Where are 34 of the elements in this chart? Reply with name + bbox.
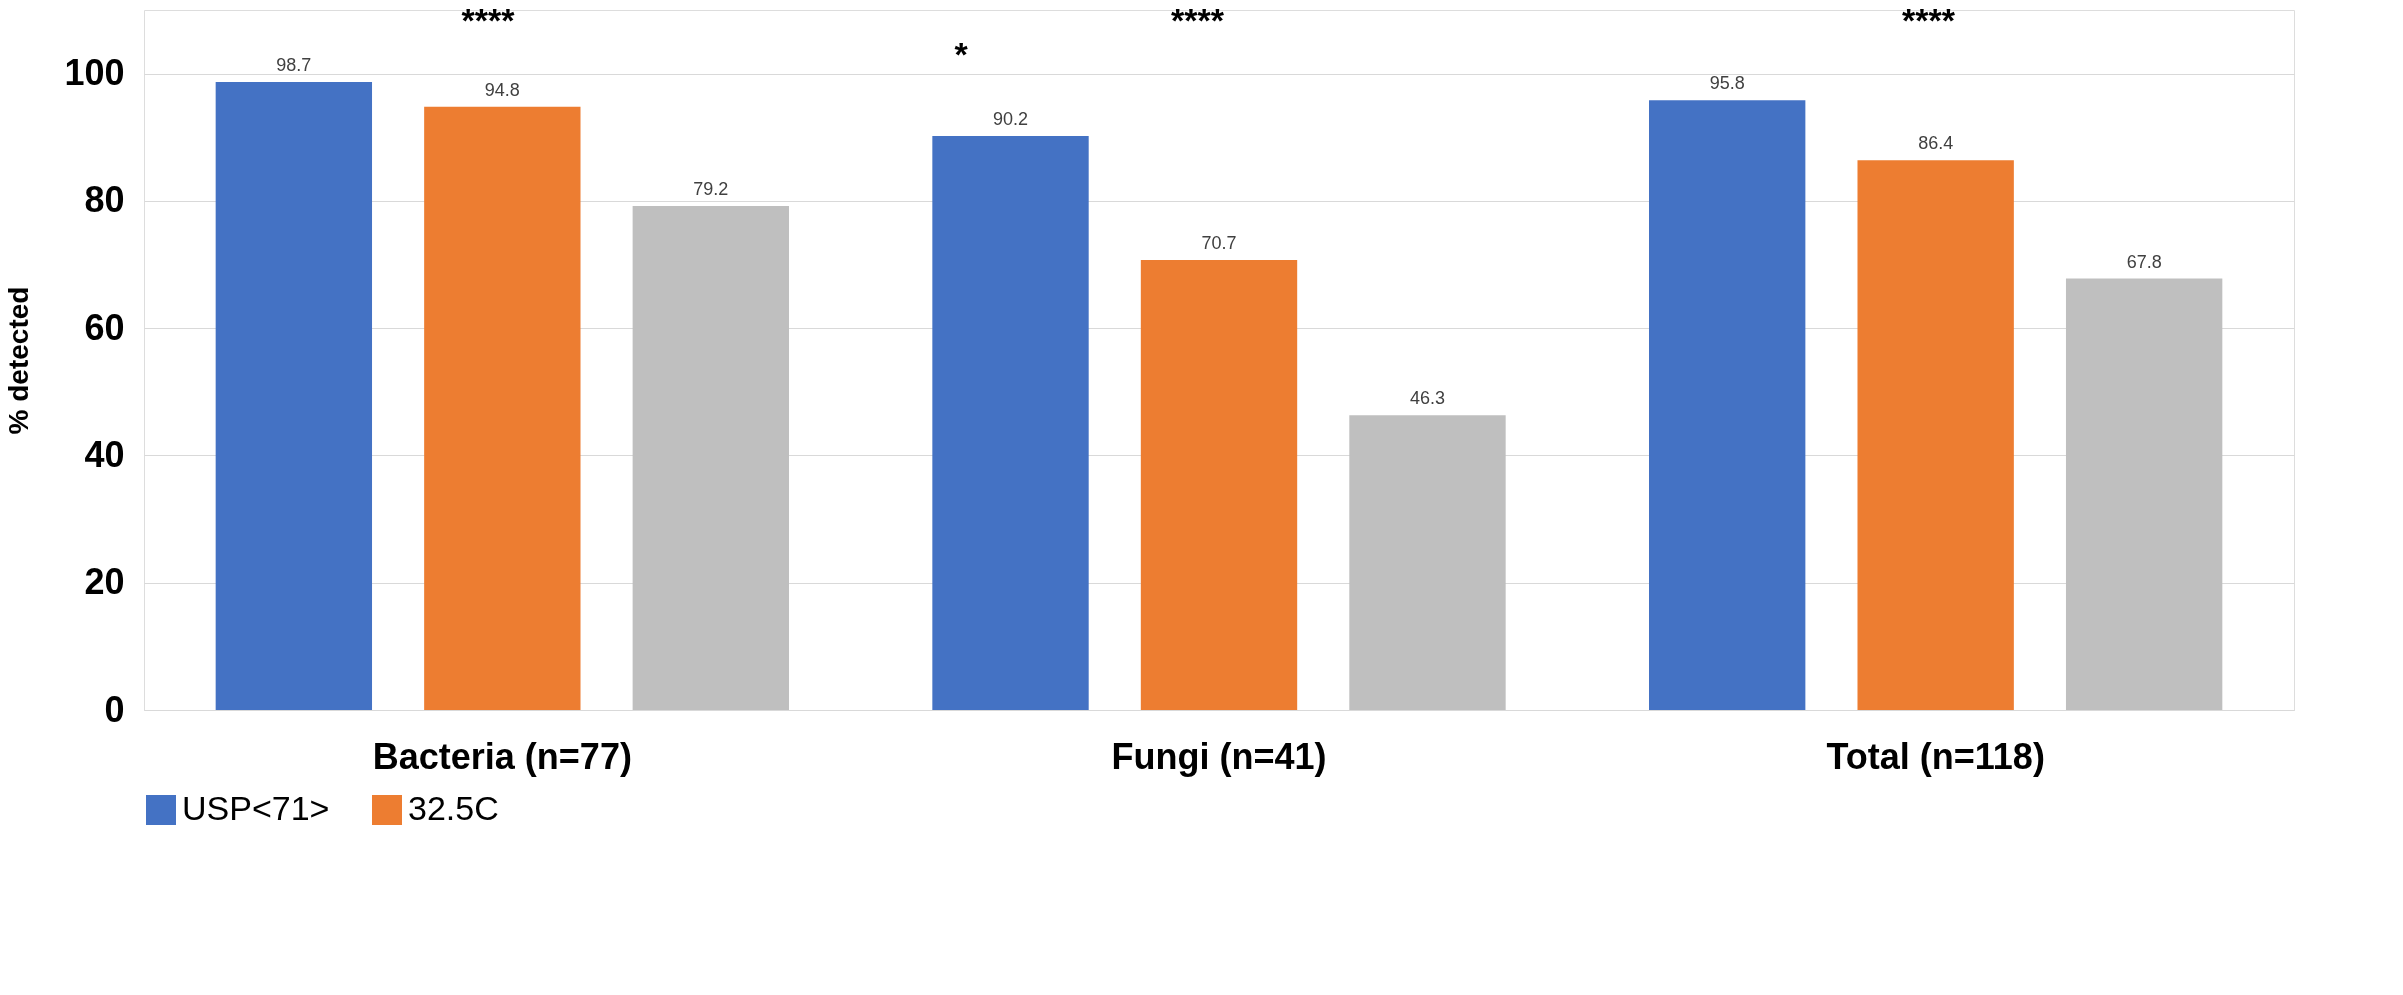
data-label: 90.2	[992, 109, 1029, 129]
y-tick-label: 20	[84, 561, 125, 603]
annotation: ****	[461, 1, 516, 39]
y-tick-label: 80	[84, 179, 125, 221]
data-label: 86.4	[1918, 133, 1954, 154]
annotation: ****	[1902, 1, 1956, 39]
data-label: 95.8	[1709, 73, 1745, 94]
bar	[2065, 278, 2223, 710]
y-tick-label: 40	[84, 433, 125, 475]
data-label: 79.2	[693, 179, 729, 199]
bar	[1140, 260, 1298, 710]
data-label: 70.7	[1201, 233, 1237, 254]
x-tick-label: Total (n=118)	[1826, 735, 2045, 777]
data-label: 67.8	[2126, 251, 2162, 272]
y-tick-label: 100	[64, 52, 125, 94]
annotation: ****	[1171, 1, 1225, 39]
bar	[932, 136, 1089, 710]
bar	[215, 81, 373, 710]
legend-label: USP<71>	[182, 789, 330, 827]
bar	[632, 206, 789, 710]
bar	[1349, 415, 1506, 710]
legend-label: 32.5C	[408, 789, 499, 827]
bar	[1857, 160, 2014, 710]
bar	[1649, 100, 1806, 710]
data-label: 46.3	[1409, 388, 1446, 409]
x-tick-label: Bacteria (n=77)	[372, 735, 632, 777]
data-label: 94.8	[484, 79, 520, 100]
y-axis-title: % detected	[3, 286, 35, 435]
annotation: *	[954, 35, 969, 73]
data-label: 98.7	[276, 54, 312, 75]
y-tick-label: 60	[84, 306, 125, 348]
y-tick-label: 0	[104, 688, 125, 730]
bar	[424, 106, 581, 710]
x-tick-label: Fungi (n=41)	[1111, 735, 1327, 777]
